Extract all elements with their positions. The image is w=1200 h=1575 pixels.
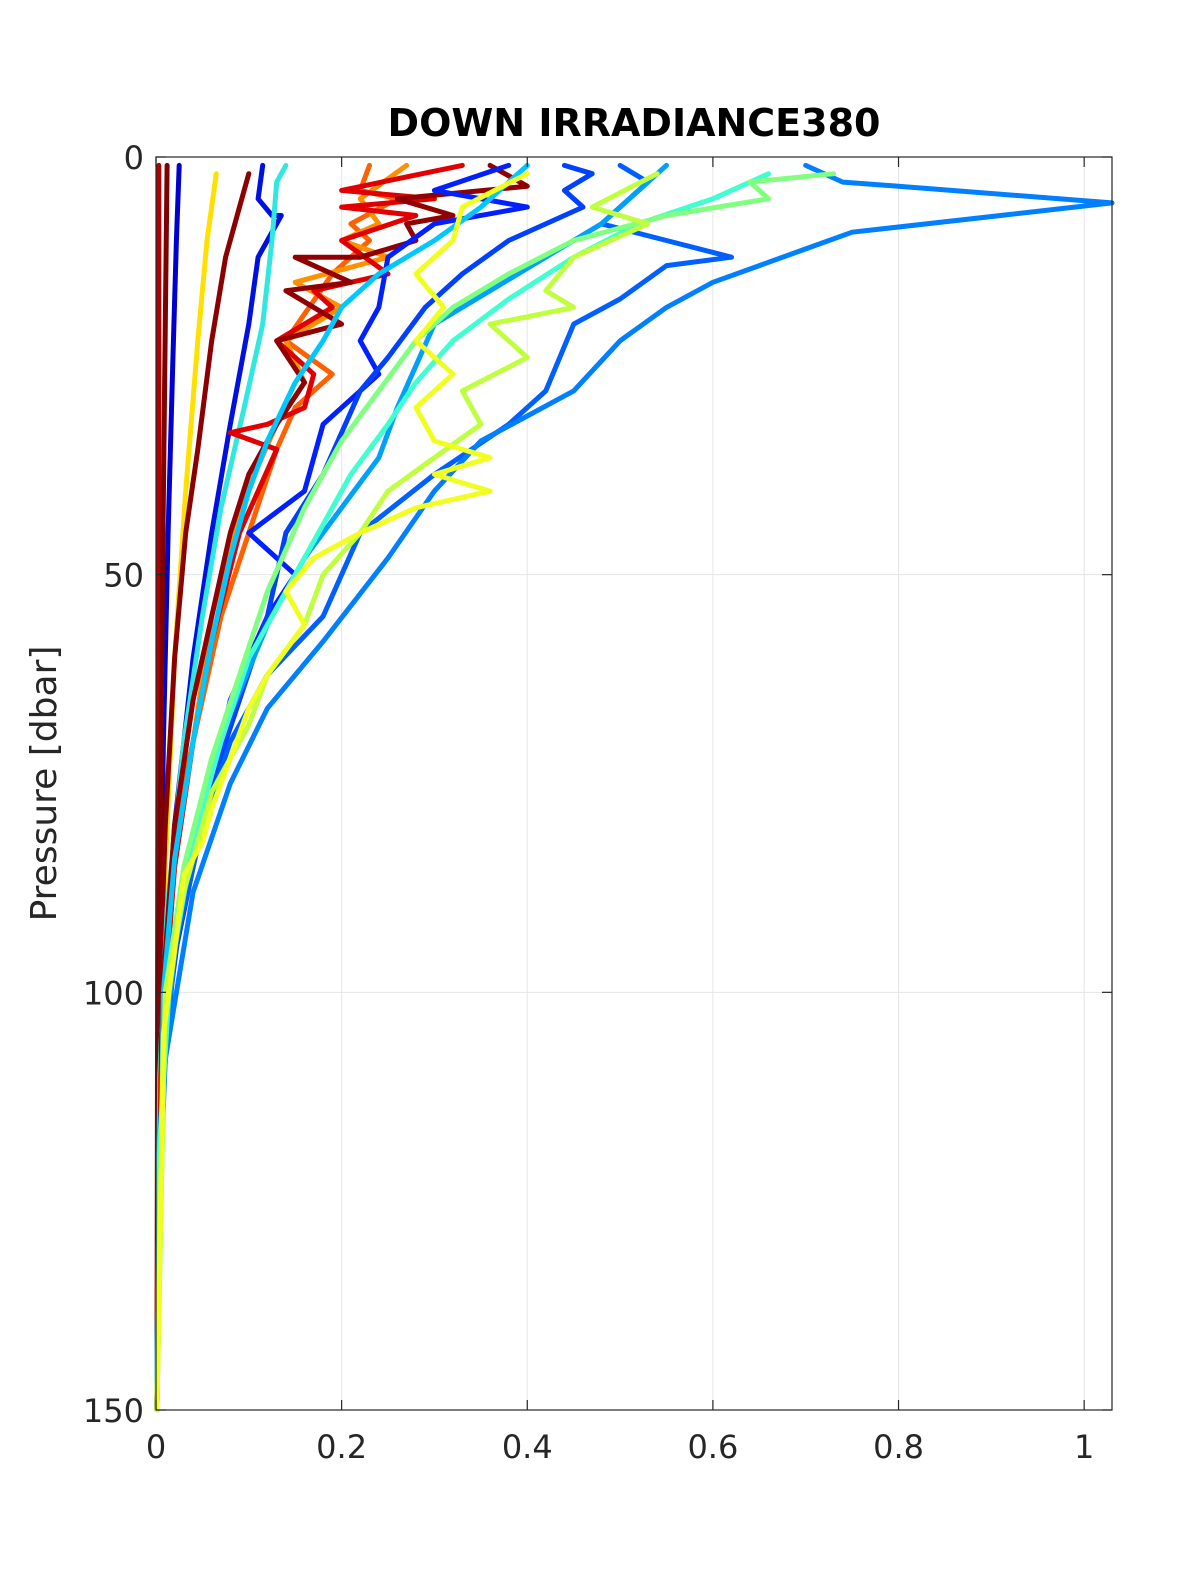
series-line-15 — [154, 162, 1115, 1413]
series-line-11 — [154, 162, 530, 1413]
series-line-17 — [154, 162, 530, 1413]
series-line-18 — [154, 171, 772, 1413]
plot-frame — [155, 156, 1113, 1411]
x-tick-label: 0.6 — [687, 1428, 738, 1466]
ticks: 0 0.2 0.4 0.6 0.8 1 0 50 100 150 — [83, 139, 1112, 1466]
series-line-8 — [154, 162, 400, 1413]
y-tick-label: 100 — [83, 974, 144, 1012]
x-tick-label: 1 — [1074, 1428, 1094, 1466]
series-line-20 — [154, 171, 660, 1413]
x-tick-label: 0.4 — [502, 1428, 553, 1466]
series-line-5 — [154, 171, 252, 1413]
chart-title: DOWN IRRADIANCE380 — [388, 101, 881, 145]
y-axis-label: Pressure [dbar] — [24, 646, 65, 922]
y-tick-label: 50 — [103, 557, 144, 595]
y-tick-label: 150 — [83, 1392, 144, 1430]
series-line-16 — [154, 162, 669, 1413]
x-tick-label: 0 — [146, 1428, 166, 1466]
y-tick-label: 0 — [124, 139, 144, 177]
x-tick-label: 0.2 — [316, 1428, 367, 1466]
grid — [155, 156, 1112, 1411]
series-line-21 — [154, 171, 530, 1413]
x-tick-label: 0.8 — [873, 1428, 924, 1466]
series-line-19 — [154, 171, 837, 1413]
series-group — [154, 162, 1115, 1413]
